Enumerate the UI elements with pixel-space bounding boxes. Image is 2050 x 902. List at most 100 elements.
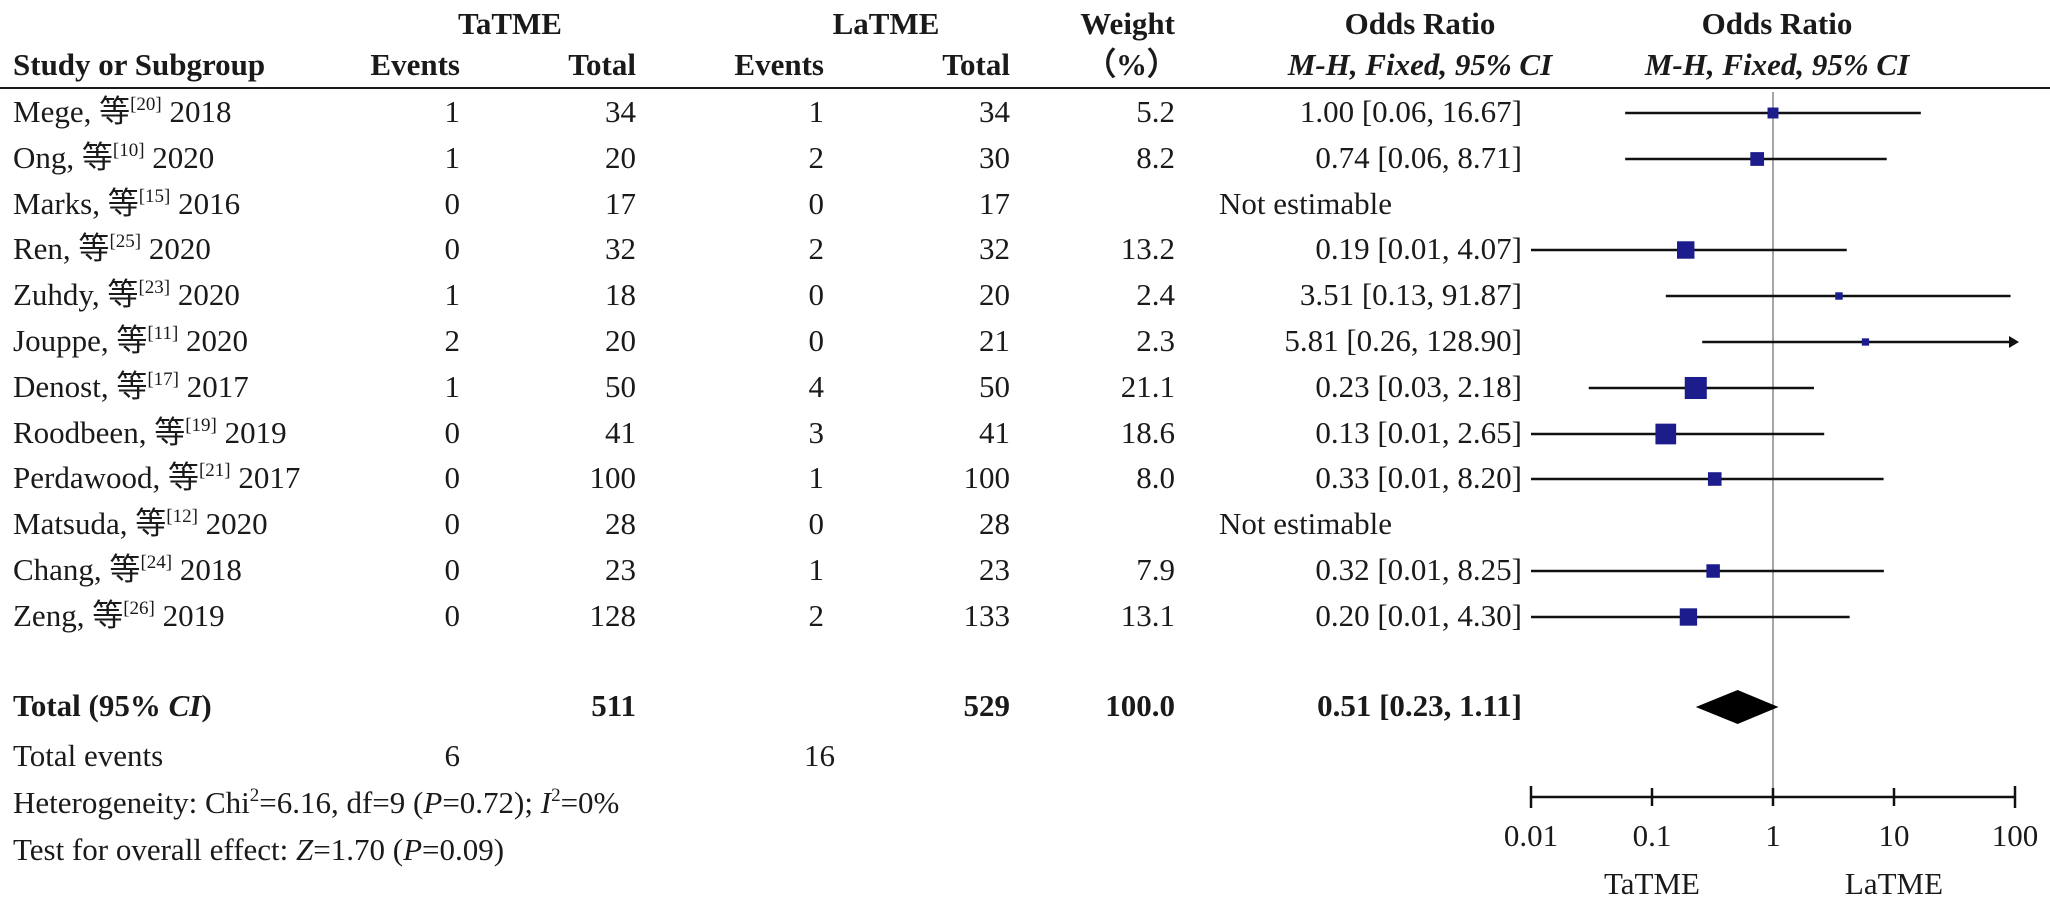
point-estimate (1684, 376, 1707, 400)
overall-prefix: Test for overall effect: (13, 832, 297, 867)
study-weight: 5.2 (1136, 94, 1175, 129)
study-year: 2019 (162, 598, 225, 633)
study-author: Roodbeen, 等 (13, 415, 186, 450)
group1-events: 0 (444, 460, 461, 495)
study-author: Jouppe, 等 (13, 323, 148, 358)
group1-events: 0 (444, 506, 461, 541)
group2-total: 21 (979, 323, 1010, 358)
point-estimate (1750, 152, 1765, 166)
group2-total: 20 (979, 277, 1010, 312)
study-reference: [12] (166, 506, 198, 527)
study-year: 2017 (186, 369, 249, 404)
study-year: 2018 (179, 552, 242, 587)
study-year: 2020 (186, 323, 249, 358)
odds-ratio-plot-header: Odds Ratio (1701, 6, 1853, 41)
odds-ratio-value: 0.19 [0.01, 4.07] (1315, 231, 1522, 266)
group2-total: 30 (979, 140, 1010, 175)
study-author: Ong, 等 (13, 140, 113, 175)
study-year: 2020 (152, 140, 215, 175)
group1-total: 23 (605, 552, 636, 587)
het-p: P (423, 785, 443, 820)
study-reference: [11] (147, 323, 179, 344)
study-year: 2020 (148, 231, 211, 266)
favours-left-label: TaTME (1604, 866, 1700, 901)
total-group1-n: 511 (591, 688, 636, 723)
group1-events: 0 (444, 415, 461, 450)
group2-total: 133 (963, 598, 1011, 633)
study-author: Matsuda, 等 (13, 506, 167, 541)
overall-suffix: =0.09) (422, 832, 505, 867)
study-reference: [24] (140, 552, 173, 573)
point-estimate (1677, 241, 1695, 259)
x-tick-label: 100 (1991, 818, 2039, 853)
group2-events: 1 (808, 460, 825, 495)
total-label: Total (95% CI) (13, 690, 212, 721)
group1-total: 32 (605, 231, 636, 266)
study-weight: 8.0 (1136, 460, 1175, 495)
favours-right-label: LaTME (1844, 866, 1944, 901)
group2-events: 0 (808, 506, 825, 541)
group2-events: 0 (808, 323, 825, 358)
group1-events: 0 (444, 552, 461, 587)
group1-events: 1 (444, 369, 461, 404)
study-year: 2016 (178, 186, 241, 221)
study-weight: 21.1 (1120, 369, 1175, 404)
group1-events: 0 (444, 186, 461, 221)
group2-total: 23 (979, 552, 1010, 587)
odds-ratio-value: 0.20 [0.01, 4.30] (1315, 598, 1522, 633)
het-i: I (540, 785, 552, 820)
odds-ratio-value: 0.32 [0.01, 8.25] (1315, 552, 1522, 587)
study-year: 2020 (205, 506, 268, 541)
odds-ratio-value: 3.51 [0.13, 91.87] (1299, 277, 1522, 312)
study-year: 2019 (224, 415, 287, 450)
overall-mid: =1.70 ( (313, 832, 404, 867)
x-tick-label: 10 (1878, 818, 1910, 853)
study-weight: 13.2 (1120, 231, 1175, 266)
point-estimate (1835, 292, 1843, 300)
group1-total: 50 (605, 369, 636, 404)
group2-total: 100 (963, 460, 1011, 495)
group1-total: 100 (589, 460, 637, 495)
group1-events: 1 (444, 140, 461, 175)
overall-z: Z (296, 832, 314, 867)
study-name: Chang, 等[24] 2018 (13, 552, 242, 587)
study-weight: 13.1 (1120, 598, 1175, 633)
het-chi-sup: 2 (249, 785, 260, 806)
group2-total-header: Total (942, 47, 1010, 82)
study-name: Zeng, 等[26] 2019 (13, 598, 225, 633)
het-i-sup: 2 (551, 785, 561, 806)
point-estimate (1706, 564, 1720, 578)
study-name: Zuhdy, 等[23] 2020 (13, 277, 240, 312)
group2-events: 3 (808, 415, 825, 450)
het-mid2: =0.72); (442, 785, 541, 820)
total-odds-ratio: 0.51 [0.23, 1.11] (1317, 688, 1522, 723)
study-year: 2020 (177, 277, 240, 312)
group2-events: 0 (808, 186, 825, 221)
total-events-label: Total events (13, 738, 164, 773)
study-weight: 8.2 (1136, 140, 1175, 175)
odds-ratio-value: 0.13 [0.01, 2.65] (1315, 415, 1522, 450)
overall-effect-test: Test for overall effect: Z=1.70 (P=0.09) (13, 834, 504, 865)
group1-events: 0 (444, 231, 461, 266)
point-estimate (1655, 423, 1677, 445)
group2-events: 1 (808, 94, 825, 129)
study-reference: [26] (123, 598, 155, 619)
study-name: Matsuda, 等[12] 2020 (13, 506, 268, 541)
study-weight: 7.9 (1136, 552, 1175, 587)
group1-total: 18 (605, 277, 636, 312)
group1-total: 20 (605, 140, 636, 175)
study-name: Perdawood, 等[21] 2017 (13, 461, 300, 493)
group2-total: 41 (979, 415, 1010, 450)
group2-total: 50 (979, 369, 1010, 404)
study-column-header: Study or Subgroup (13, 47, 266, 82)
odds-ratio-plot-method: M-H, Fixed, 95% CI (1644, 47, 1910, 82)
study-name: Mege, 等[20] 2018 (13, 94, 232, 127)
study-reference: [20] (130, 94, 162, 115)
study-weight: 2.3 (1136, 323, 1175, 358)
odds-ratio-table-method: M-H, Fixed, 95% CI (1287, 47, 1553, 82)
group1-total: 34 (605, 94, 636, 129)
x-tick-label: 0.1 (1632, 818, 1672, 853)
group1-events-header: Events (370, 47, 460, 82)
study-author: Marks, 等 (13, 186, 139, 221)
